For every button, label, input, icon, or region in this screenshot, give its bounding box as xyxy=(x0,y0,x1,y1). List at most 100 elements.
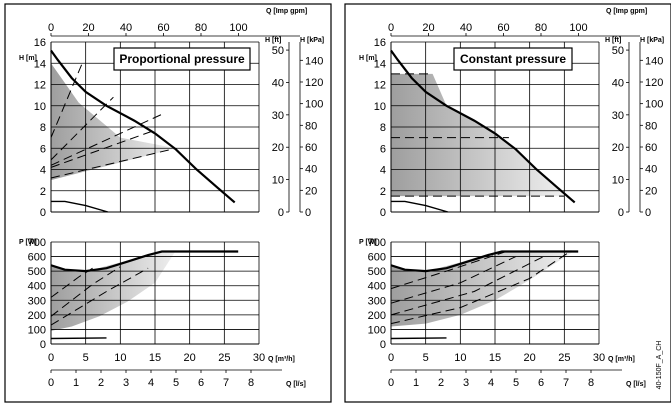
power-tick-label: 500 xyxy=(368,266,386,278)
flow-ls-tick-label: 7 xyxy=(223,377,229,389)
imp-gpm-tick-label: 0 xyxy=(48,22,54,34)
head-m-tick-label: 2 xyxy=(380,186,386,198)
power-tick-label: 300 xyxy=(28,295,46,307)
flow-ls-tick-label: 6 xyxy=(198,377,204,389)
head-ft-tick-label: 50 xyxy=(272,45,284,57)
imp-gpm-unit: Q [Imp gpm] xyxy=(606,8,647,15)
head-kpa-tick-label: 0 xyxy=(645,207,651,219)
head-kpa-tick-label: 120 xyxy=(645,77,663,89)
power-curve-dashed xyxy=(390,250,572,325)
head-m-tick-label: 8 xyxy=(40,122,46,134)
flow-m3h-tick-label: 15 xyxy=(489,352,501,364)
imp-gpm-unit: Q [Imp gpm] xyxy=(266,8,307,15)
head-m-unit: H [m] xyxy=(359,55,377,62)
head-kpa-tick-label: 100 xyxy=(305,99,323,111)
power-tick-label: 400 xyxy=(28,281,46,293)
head-m-tick-label: 0 xyxy=(380,207,386,219)
flow-m3h-tick-label: 0 xyxy=(48,352,54,364)
head-ft-unit: H [ft] xyxy=(265,37,281,44)
power-curve-dashed xyxy=(390,250,510,290)
flow-m3h-unit: Q [m³/h] xyxy=(268,356,295,363)
flow-m3h-tick-label: 20 xyxy=(524,352,536,364)
head-m-tick-label: 16 xyxy=(34,37,46,49)
flow-m3h-tick-label: 30 xyxy=(253,352,265,364)
head-m-tick-label: 8 xyxy=(380,122,386,134)
power-tick-label: 200 xyxy=(368,310,386,322)
imp-gpm-tick-label: 80 xyxy=(195,22,207,34)
flow-ls-tick-label: 2 xyxy=(98,377,104,389)
head-ft-tick-label: 50 xyxy=(612,45,624,57)
head-m-tick-label: 4 xyxy=(380,165,386,177)
power-tick-label: 0 xyxy=(380,339,386,351)
imp-gpm-tick-label: 40 xyxy=(460,22,472,34)
head-ft-tick-label: 20 xyxy=(612,142,624,154)
head-kpa-tick-label: 40 xyxy=(645,164,657,176)
imp-gpm-tick-label: 60 xyxy=(157,22,169,34)
power-tick-label: 600 xyxy=(28,252,46,264)
head-kpa-tick-label: 20 xyxy=(305,185,317,197)
flow-ls-tick-label: 1 xyxy=(73,377,79,389)
flow-ls-tick-label: 3 xyxy=(463,377,469,389)
imp-gpm-tick-label: 60 xyxy=(497,22,509,34)
power-tick-label: 400 xyxy=(368,281,386,293)
head-ft-tick-label: 0 xyxy=(278,207,284,219)
flow-ls-tick-label: 2 xyxy=(438,377,444,389)
head-ft-tick-label: 0 xyxy=(618,207,624,219)
flow-ls-tick-label: 4 xyxy=(148,377,154,389)
figure-ref: 40-150F_A_CH xyxy=(656,341,663,390)
head-ft-tick-label: 10 xyxy=(612,175,624,187)
head-kpa-tick-label: 140 xyxy=(305,55,323,67)
flow-ls-unit: Q [l/s] xyxy=(286,381,306,388)
flow-ls-tick-label: 0 xyxy=(48,377,54,389)
flow-ls-tick-label: 6 xyxy=(538,377,544,389)
head-kpa-tick-label: 60 xyxy=(305,142,317,154)
head-kpa-tick-label: 0 xyxy=(305,207,311,219)
head-m-tick-label: 4 xyxy=(40,165,46,177)
head-kpa-tick-label: 20 xyxy=(645,185,657,197)
head-ft-tick-label: 20 xyxy=(272,142,284,154)
power-tick-label: 300 xyxy=(368,295,386,307)
flow-m3h-tick-label: 25 xyxy=(218,352,230,364)
flow-m3h-tick-label: 0 xyxy=(388,352,394,364)
flow-ls-tick-label: 7 xyxy=(563,377,569,389)
flow-m3h-tick-label: 10 xyxy=(114,352,126,364)
flow-m3h-tick-label: 15 xyxy=(149,352,161,364)
power-curve-dashed xyxy=(390,256,544,316)
power-curve-dashed xyxy=(50,267,93,298)
head-ft-tick-label: 40 xyxy=(272,77,284,89)
power-unit: P [W] xyxy=(19,239,37,246)
head-m-unit: H [m] xyxy=(19,55,37,62)
flow-ls-tick-label: 3 xyxy=(123,377,129,389)
head-curve-thin xyxy=(51,200,109,213)
flow-ls-tick-label: 8 xyxy=(248,377,254,389)
head-kpa-tick-label: 140 xyxy=(645,55,663,67)
flow-m3h-tick-label: 5 xyxy=(83,352,89,364)
power-tick-label: 0 xyxy=(40,339,46,351)
head-m-tick-label: 12 xyxy=(34,80,46,92)
head-curve-dashed xyxy=(50,147,176,179)
flow-ls-unit: Q [l/s] xyxy=(626,381,646,388)
head-kpa-tick-label: 100 xyxy=(645,99,663,111)
head-curve-bold xyxy=(390,49,576,204)
power-curve-bold xyxy=(50,250,239,273)
flow-ls-tick-label: 8 xyxy=(588,377,594,389)
head-curve-dashed xyxy=(50,96,114,161)
head-m-tick-label: 12 xyxy=(374,80,386,92)
flow-ls-tick-label: 1 xyxy=(413,377,419,389)
power-tick-label: 200 xyxy=(28,310,46,322)
head-m-tick-label: 6 xyxy=(40,143,46,155)
head-ft-tick-label: 30 xyxy=(272,110,284,122)
imp-gpm-tick-label: 20 xyxy=(422,22,434,34)
flow-ls-tick-label: 5 xyxy=(173,377,179,389)
head-ft-tick-label: 30 xyxy=(612,110,624,122)
flow-ls-tick-label: 0 xyxy=(388,377,394,389)
imp-gpm-tick-label: 40 xyxy=(120,22,132,34)
power-tick-label: 700 xyxy=(368,237,386,249)
title-box xyxy=(453,47,573,71)
head-kpa-unit: H [kPa] xyxy=(300,37,324,44)
head-m-tick-label: 2 xyxy=(40,186,46,198)
power-curve-thin xyxy=(390,337,447,340)
head-curve-dashed xyxy=(50,129,156,168)
